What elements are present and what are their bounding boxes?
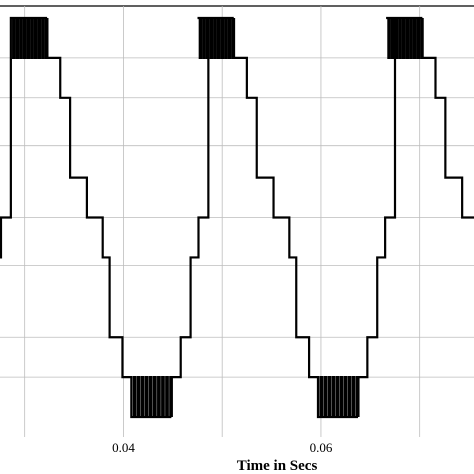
x-tick-label: 0.04 [112, 440, 135, 455]
grid-layer [0, 5, 474, 437]
x-axis-title: Time in Secs [237, 458, 318, 474]
ticks-layer: 0.04 0.06 [112, 440, 333, 455]
x-tick-label: 0.06 [310, 440, 333, 455]
series-line [0, 16, 474, 419]
series-layer [0, 16, 474, 419]
